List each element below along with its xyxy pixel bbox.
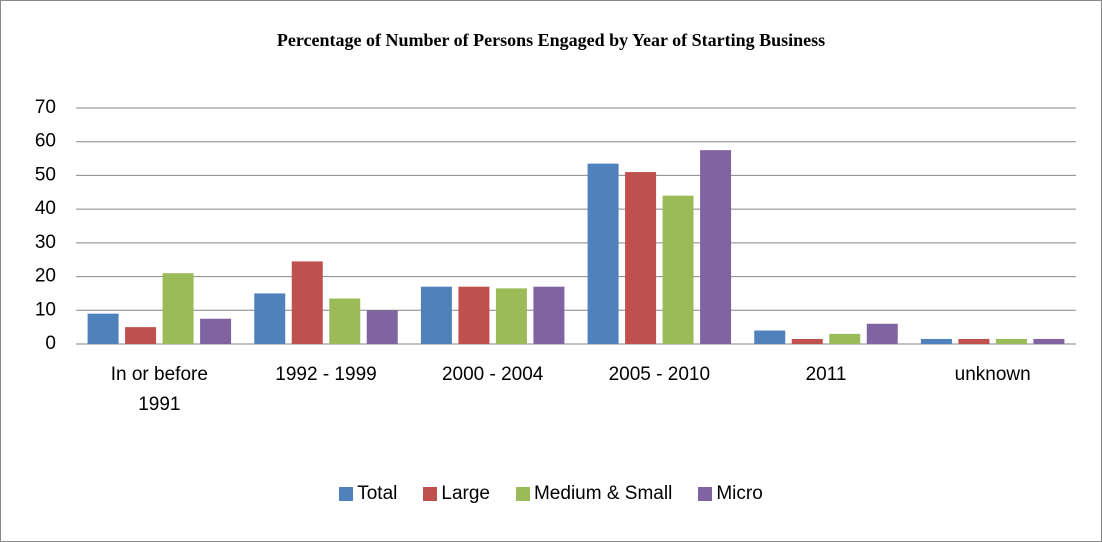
y-tick-label: 60	[35, 131, 56, 152]
bar	[1033, 338, 1065, 344]
legend-swatch	[423, 487, 438, 501]
y-tick-label: 0	[45, 333, 56, 354]
legend-item: Micro	[698, 483, 763, 505]
legend-swatch	[339, 487, 354, 501]
bar	[254, 293, 286, 344]
legend-label: Total	[357, 483, 398, 504]
bar	[366, 310, 398, 344]
legend-item: Total	[339, 483, 397, 505]
x-tick-label: In or before 1991	[110, 364, 208, 415]
bar	[662, 195, 694, 344]
legend-item: Medium & Small	[515, 483, 673, 505]
bar	[458, 286, 490, 344]
y-tick-label: 50	[35, 164, 56, 185]
bar	[920, 338, 952, 344]
y-tick-label: 40	[35, 198, 56, 219]
bar	[329, 298, 361, 344]
legend-swatch	[698, 487, 713, 501]
y-tick-label: 10	[35, 299, 56, 320]
legend-swatch	[515, 487, 530, 501]
bar	[625, 172, 657, 344]
bar	[958, 338, 990, 344]
y-tick-label: 70	[35, 97, 56, 118]
bar	[200, 318, 232, 344]
y-tick-label: 30	[35, 232, 56, 253]
x-tick-label: 2000 - 2004	[441, 364, 544, 385]
chart-title: Percentage of Number of Persons Engaged …	[277, 30, 825, 50]
bar	[291, 261, 323, 344]
x-tick-label: 2011	[805, 364, 847, 385]
legend-item: Large	[423, 483, 490, 505]
legend-label: Medium & Small	[533, 483, 673, 504]
bar	[866, 323, 898, 344]
bar	[420, 286, 452, 344]
bar	[754, 330, 786, 344]
bar	[125, 327, 157, 344]
x-tick-label: 1992 - 1999	[275, 364, 377, 385]
bar	[162, 273, 194, 344]
bar	[700, 150, 732, 344]
legend-label: Micro	[716, 483, 763, 504]
legend-label: Large	[441, 483, 490, 504]
y-tick-label: 20	[35, 266, 56, 287]
bar	[829, 333, 861, 344]
bar	[87, 313, 119, 344]
bar	[495, 288, 527, 344]
bar	[533, 286, 565, 344]
x-tick-label: unknown	[954, 364, 1031, 385]
bar	[995, 338, 1027, 344]
x-tick-label: 2005 - 2010	[608, 364, 711, 385]
bar	[587, 163, 619, 344]
legend: Total Large Medium & Small Micro	[1, 483, 1101, 505]
bar	[791, 338, 823, 344]
